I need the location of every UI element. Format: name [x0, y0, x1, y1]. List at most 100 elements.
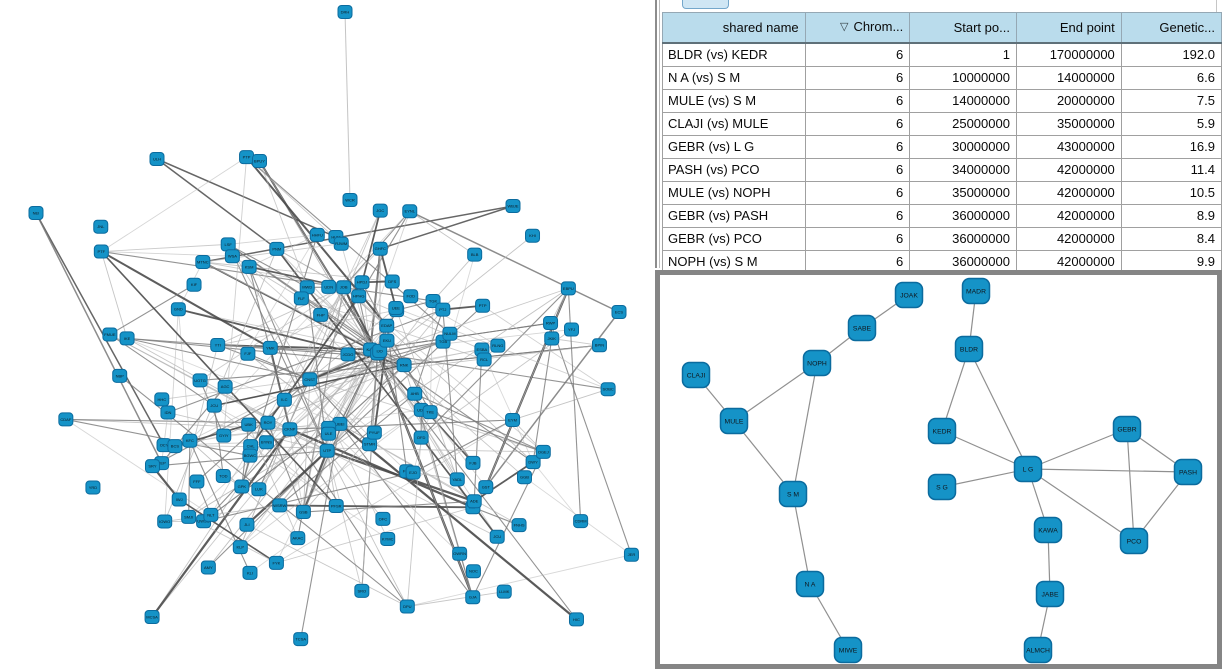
network-edge[interactable] — [551, 338, 600, 346]
network-edge[interactable] — [101, 251, 233, 257]
network-edge[interactable] — [100, 250, 271, 349]
network-node[interactable]: NEI — [28, 206, 44, 220]
network-node[interactable]: SMJI — [181, 509, 197, 524]
network-edge[interactable] — [300, 423, 341, 640]
network-node[interactable]: NLT — [203, 507, 219, 522]
network-node[interactable]: PTP — [475, 298, 491, 313]
network-node[interactable]: YMK — [262, 340, 278, 355]
network-edge[interactable] — [203, 472, 414, 522]
network-node[interactable]: DWY — [525, 455, 541, 470]
network-edge[interactable] — [328, 349, 371, 429]
network-edge[interactable] — [101, 243, 229, 252]
network-node[interactable]: IOWO — [157, 514, 173, 529]
network-edge[interactable] — [35, 212, 163, 464]
network-edge[interactable] — [309, 349, 371, 380]
network-edge[interactable] — [100, 250, 337, 507]
network-node[interactable]: UEE — [388, 301, 404, 316]
network-node[interactable]: YTI — [210, 338, 226, 353]
network-edge[interactable] — [395, 307, 458, 480]
network-edge[interactable] — [152, 450, 328, 467]
network-node[interactable]: GPK — [234, 479, 250, 494]
network-node[interactable]: EYNL — [402, 204, 418, 219]
network-node[interactable]: PNM — [269, 241, 285, 256]
network-node[interactable]: JKIK — [544, 331, 560, 346]
network-edge[interactable] — [320, 314, 422, 411]
network-node[interactable]: WSRW — [272, 498, 288, 513]
network-node[interactable]: MCSA — [144, 610, 160, 625]
network-node[interactable]: FHP — [313, 307, 329, 322]
network-node[interactable]: OFC — [375, 511, 391, 526]
network-edge[interactable] — [202, 261, 344, 288]
network-node[interactable]: SRO — [354, 583, 370, 598]
network-node[interactable]: STMR — [362, 437, 378, 452]
network-edge[interactable] — [289, 353, 378, 430]
network-edge[interactable] — [267, 422, 304, 513]
network-edge[interactable] — [377, 287, 569, 354]
network-edge[interactable] — [328, 427, 460, 555]
network-node[interactable]: KSM — [241, 259, 257, 274]
network-edge[interactable] — [279, 393, 416, 506]
network-edge[interactable] — [414, 393, 474, 598]
network-edge[interactable] — [100, 251, 128, 339]
network-edge[interactable] — [284, 341, 444, 401]
network-node[interactable]: FNHS — [511, 518, 527, 533]
network-edge[interactable] — [472, 506, 520, 526]
network-node[interactable]: GND — [170, 302, 186, 317]
network-edge[interactable] — [429, 411, 544, 453]
network-edge[interactable] — [380, 205, 514, 250]
network-edge[interactable] — [246, 449, 328, 526]
network-node[interactable]: JCU — [489, 529, 505, 544]
network-edge[interactable] — [473, 349, 483, 502]
table-row[interactable]: PASH (vs) PCO 6 34000000 42000000 11.4 — [662, 158, 1222, 182]
network-node[interactable]: EJO — [405, 465, 421, 480]
network-edge[interactable] — [941, 468, 1029, 488]
network-node[interactable]: MWD — [299, 280, 315, 295]
network-node[interactable]: IDN — [160, 405, 176, 420]
network-node[interactable]: EDAP — [379, 318, 395, 333]
network-edge[interactable] — [792, 362, 818, 495]
network-edge[interactable] — [306, 286, 525, 478]
network-edge[interactable] — [167, 309, 444, 413]
network-node[interactable]: UDN — [321, 279, 337, 294]
network-node[interactable]: LSF — [220, 237, 236, 252]
network-edge[interactable] — [379, 248, 381, 352]
network-edge[interactable] — [151, 379, 311, 618]
network-edge[interactable] — [326, 364, 405, 452]
network-edge[interactable] — [339, 423, 578, 621]
network-node[interactable]: GJA — [465, 590, 481, 605]
result-network-canvas[interactable]: JOAK MADR SABE NOPH BLDR CLAJI MULE KEDR GEBR L G… — [660, 275, 1217, 664]
network-node[interactable]: CDRM — [573, 514, 589, 529]
network-node[interactable]: PTP — [239, 150, 255, 165]
network-node[interactable]: KFC — [182, 433, 198, 448]
network-node[interactable]: MULE — [719, 407, 749, 435]
network-node[interactable]: HPHG — [351, 289, 367, 304]
network-node[interactable]: JOAK — [894, 281, 924, 309]
network-edge[interactable] — [101, 250, 434, 302]
network-edge[interactable] — [550, 322, 632, 555]
network-node[interactable]: RNK — [396, 358, 412, 373]
network-node[interactable]: GST — [478, 480, 494, 495]
network-edge[interactable] — [377, 341, 444, 354]
network-edge[interactable] — [309, 210, 381, 380]
network-edge[interactable] — [161, 378, 310, 400]
network-edge[interactable] — [164, 444, 544, 453]
network-node[interactable]: FOD — [403, 289, 419, 304]
column-header-chrom[interactable]: ▽ Chrom... — [804, 12, 911, 44]
network-node[interactable]: GYIY — [216, 428, 232, 443]
network-edge[interactable] — [248, 266, 349, 355]
network-node[interactable]: BLDR — [954, 335, 984, 363]
network-node[interactable]: EKU — [379, 333, 395, 348]
network-edge[interactable] — [532, 338, 553, 463]
network-edge[interactable] — [432, 254, 476, 302]
network-edge[interactable] — [239, 427, 330, 548]
network-edge[interactable] — [344, 11, 351, 201]
network-edge[interactable] — [473, 461, 534, 503]
network-node[interactable]: YRD — [85, 480, 101, 495]
network-node[interactable]: AKAC — [290, 531, 306, 546]
network-edge[interactable] — [240, 409, 422, 548]
network-node[interactable]: KEDR — [927, 417, 957, 445]
network-edge[interactable] — [289, 428, 408, 607]
network-edge[interactable] — [414, 393, 544, 453]
network-edge[interactable] — [941, 348, 970, 432]
network-edge[interactable] — [358, 295, 483, 350]
